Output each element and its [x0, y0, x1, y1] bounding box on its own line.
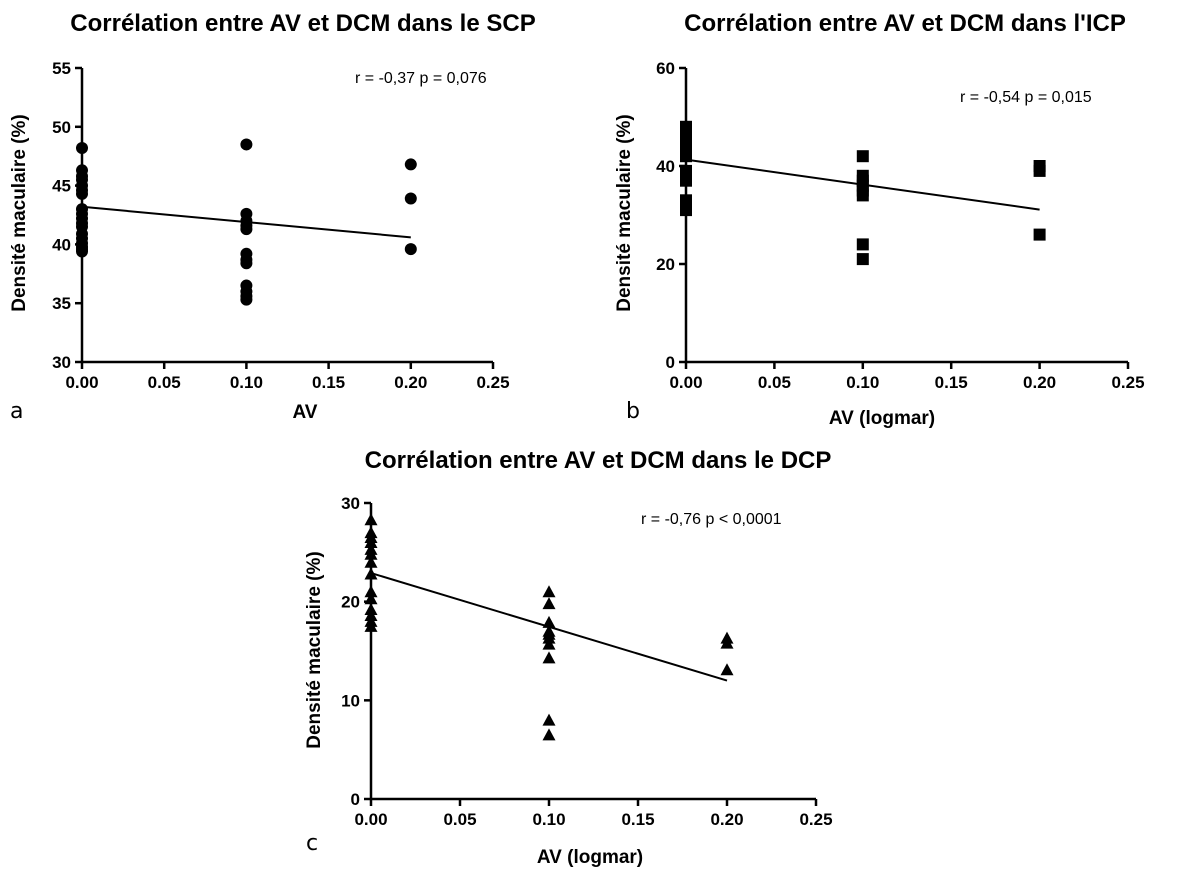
panel-c-x-tick-label: 0.05	[443, 810, 476, 829]
panel-a-x-tick-label: 0.10	[230, 373, 263, 392]
panel-b-x-tick-label: 0.00	[669, 373, 702, 392]
panel-c-data-point	[364, 535, 378, 548]
panel-b-x-tick-label: 0.10	[846, 373, 879, 392]
panel-c-y-axis-label: Densité maculaire (%)	[304, 551, 325, 748]
panel-c-data-point	[542, 585, 556, 598]
panel-b-data-point	[856, 150, 869, 163]
panel-c-data-point	[364, 513, 378, 526]
panel-b-annotation: r = -0,54 p = 0,015	[960, 89, 1092, 106]
panel-b-x-tick-label: 0.05	[758, 373, 791, 392]
panel-c-y-tick-label: 30	[341, 494, 360, 513]
panel-a-data-point	[240, 257, 253, 270]
panel-c-data-point	[542, 631, 556, 644]
panel-b-y-tick-label: 40	[656, 157, 675, 176]
panel-c-y-tick-label: 20	[341, 593, 360, 612]
panel-c: Corrélation entre AV et DCM dans le DCP …	[304, 447, 833, 868]
panel-a-y-tick-label: 50	[52, 118, 71, 137]
panel-a-y-tick-label: 40	[52, 235, 71, 254]
panel-a-y-tick-label: 55	[52, 59, 71, 78]
panel-c-data-point	[720, 636, 734, 649]
panel-a-data-point	[76, 245, 88, 258]
panel-a-y-axis-label: Densité maculaire (%)	[9, 114, 30, 311]
panel-a-x-tick-label: 0.05	[148, 373, 181, 392]
panel-a-annotation: r = -0,37 p = 0,076	[355, 70, 487, 87]
panel-c-x-tick-label: 0.15	[621, 810, 654, 829]
panel-c-data-point	[720, 663, 734, 676]
panel-c-data-point	[364, 547, 378, 560]
panel-c-data-point	[364, 555, 378, 568]
panel-c-data-point	[542, 713, 556, 726]
panel-b-y-tick-label: 0	[666, 353, 675, 372]
panel-c-data-point	[542, 615, 556, 628]
panel-a-data-point	[404, 158, 417, 171]
panel-b-data-point	[1033, 228, 1046, 241]
panel-b-y-tick-label: 60	[656, 59, 675, 78]
panel-c-label: c	[306, 831, 318, 856]
panel-a-data-point	[240, 223, 253, 236]
panel-c-data-point	[542, 651, 556, 664]
panel-c-annotation: r = -0,76 p < 0,0001	[641, 511, 782, 528]
panel-a-y-tick-label: 45	[52, 177, 71, 196]
panel-b-title: Corrélation entre AV et DCM dans l'ICP	[684, 10, 1126, 37]
panel-b-data-point	[680, 150, 692, 163]
panel-a-x-axis-label: AV	[293, 402, 318, 423]
panel-b-data-point	[856, 179, 869, 192]
panel-b: Corrélation entre AV et DCM dans l'ICP r…	[614, 10, 1145, 429]
panel-c-data-point	[542, 597, 556, 610]
panel-c-y-tick-label: 0	[351, 790, 360, 809]
panel-b-x-tick-label: 0.25	[1111, 373, 1144, 392]
panel-c-title: Corrélation entre AV et DCM dans le DCP	[365, 447, 832, 474]
panel-b-x-tick-label: 0.15	[935, 373, 968, 392]
panel-b-data-point	[680, 194, 692, 207]
panel-a-data-point	[76, 187, 88, 200]
panel-b-label: b	[626, 399, 640, 424]
panel-c-x-tick-label: 0.20	[710, 810, 743, 829]
panel-c-data-point	[542, 728, 556, 741]
panel-a-y-tick-label: 35	[52, 294, 71, 313]
panel-b-plot: 0.00 0.05 0.10 0.15 0.20 0.25 0 20 40 60	[656, 59, 1144, 392]
panel-b-data-point	[856, 189, 869, 202]
panel-a-data-point	[76, 141, 88, 154]
panel-b-x-axis-label: AV (logmar)	[829, 408, 935, 429]
panel-c-x-tick-label: 0.10	[532, 810, 565, 829]
panel-c-data-point	[364, 567, 378, 580]
panel-b-y-axis-label: Densité maculaire (%)	[614, 114, 635, 311]
panel-a-x-tick-label: 0.20	[394, 373, 427, 392]
panel-c-data-point	[364, 585, 378, 598]
panel-a-data-point	[76, 207, 88, 220]
panel-b-x-tick-label: 0.20	[1023, 373, 1056, 392]
panel-c-y-tick-label: 10	[341, 691, 360, 710]
panel-b-y-tick-label: 20	[656, 255, 675, 274]
panel-a-y-tick-label: 30	[52, 353, 71, 372]
panel-a-plot: 0.00 0.05 0.10 0.15 0.20 0.25 30 35 40 45 50 55	[52, 59, 509, 392]
panel-b-data-point	[680, 204, 692, 217]
panel-b-data-point	[680, 174, 692, 187]
panel-c-x-tick-label: 0.25	[799, 810, 832, 829]
panel-a-data-point	[404, 192, 417, 205]
panel-a-x-tick-label: 0.15	[312, 373, 345, 392]
panel-b-data-point	[1033, 164, 1046, 177]
panel-a-data-point	[240, 138, 253, 151]
panel-a-data-point	[240, 293, 253, 306]
panel-a-x-tick-label: 0.25	[476, 373, 509, 392]
panel-a-x-tick-label: 0.00	[65, 373, 98, 392]
panel-c-x-tick-label: 0.00	[354, 810, 387, 829]
panel-c-data-point	[364, 619, 378, 632]
panel-a-label: a	[10, 399, 23, 424]
panel-c-x-axis-label: AV (logmar)	[537, 847, 643, 868]
panel-b-data-point	[856, 253, 869, 266]
panel-c-plot: 0.00 0.05 0.10 0.15 0.20 0.25 0 10 20 30	[341, 494, 832, 829]
panel-a-title: Corrélation entre AV et DCM dans le SCP	[70, 10, 535, 37]
panel-b-data-point	[856, 238, 869, 251]
panel-c-data-point	[364, 592, 378, 605]
panel-a: Corrélation entre AV et DCM dans le SCP …	[9, 10, 536, 424]
panel-a-data-point	[404, 243, 417, 256]
